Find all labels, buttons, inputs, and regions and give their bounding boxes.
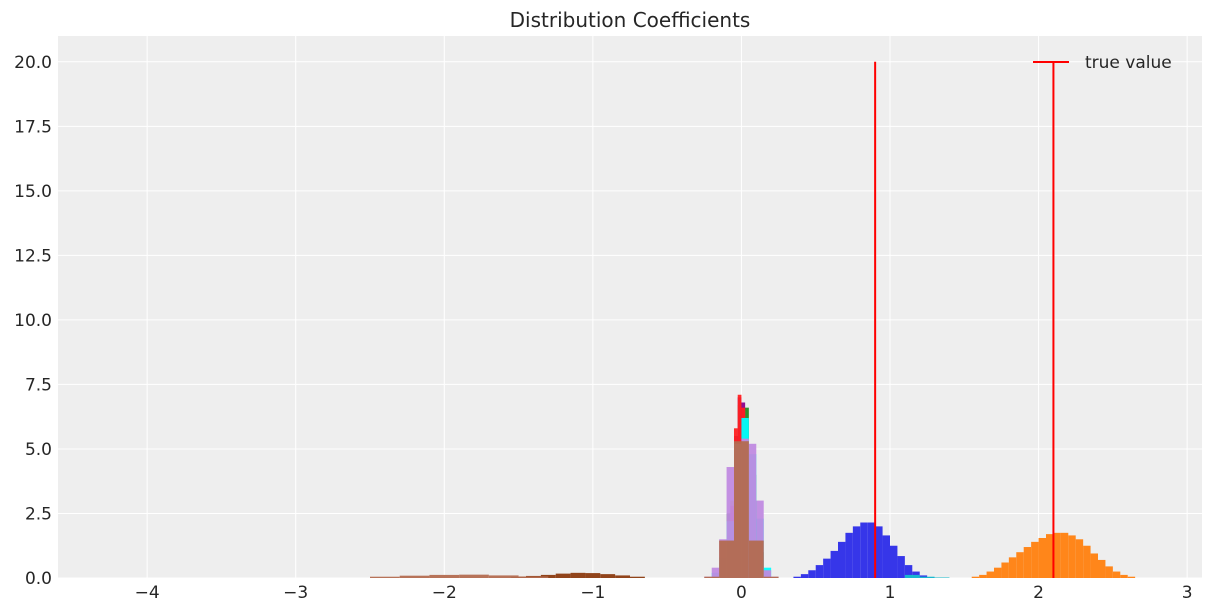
- legend: true value: [1033, 53, 1172, 73]
- histogram-bar: [904, 565, 913, 578]
- histogram-bar: [793, 576, 801, 578]
- histogram-bar: [971, 576, 980, 578]
- histogram-bar: [897, 556, 905, 578]
- x-tick-label: 2: [1033, 583, 1044, 603]
- histogram-series-1: [370, 574, 549, 578]
- histogram-bar: [852, 526, 861, 578]
- histogram-bar: [882, 535, 890, 578]
- histogram-bar: [585, 573, 601, 578]
- histogram-bar: [860, 522, 868, 578]
- histogram-series-3: [904, 574, 950, 578]
- histogram-bar: [630, 576, 645, 578]
- histogram-bar: [719, 540, 734, 578]
- histogram-bar: [1023, 547, 1032, 578]
- histogram-bar: [890, 545, 898, 578]
- histogram-bars: [370, 394, 1136, 578]
- plot-background: [58, 36, 1202, 578]
- histogram-bar: [370, 576, 400, 578]
- histogram-bar: [845, 532, 853, 578]
- histogram-bar: [748, 443, 757, 578]
- histogram-bar: [763, 570, 772, 578]
- histogram-bar: [994, 567, 1002, 578]
- histogram-series-4: [971, 532, 1136, 578]
- x-tick-label: −4: [135, 583, 160, 603]
- histogram-bar: [555, 573, 571, 578]
- histogram-bar: [808, 570, 816, 578]
- histogram-bar: [823, 558, 831, 578]
- y-tick-label: 17.5: [14, 117, 52, 137]
- histogram-bar: [711, 567, 720, 578]
- histogram-bar: [1075, 539, 1084, 578]
- x-axis-ticks: −4 −3 −2 −1 0 1 2 3: [135, 583, 1193, 603]
- histogram-bar: [763, 576, 779, 578]
- histogram-bar: [1046, 534, 1054, 578]
- histogram-bar: [726, 467, 734, 578]
- histogram-bar: [800, 574, 809, 578]
- histogram-bar: [459, 574, 489, 578]
- histogram-bar: [1001, 562, 1009, 578]
- histogram-bar: [1060, 532, 1069, 578]
- histogram-bar: [600, 574, 616, 578]
- histogram-bar: [1008, 557, 1017, 578]
- chart-title: Distribution Coefficients: [510, 8, 751, 32]
- histogram-bar: [979, 574, 987, 578]
- histogram-bar: [904, 574, 920, 578]
- histogram-bar: [399, 575, 430, 578]
- x-tick-label: 1: [885, 583, 896, 603]
- histogram-bar: [748, 540, 764, 578]
- x-tick-label: 0: [736, 583, 747, 603]
- histogram-bar: [1090, 553, 1098, 578]
- histogram-bar: [830, 550, 838, 578]
- y-tick-label: 7.5: [25, 375, 52, 395]
- histogram-bar: [734, 441, 749, 578]
- histogram-bar: [756, 500, 764, 578]
- histogram-bar: [704, 576, 720, 578]
- histogram-bar: [615, 575, 630, 578]
- histogram-bar: [815, 565, 824, 578]
- histogram-bar: [1098, 559, 1106, 578]
- histogram-bar: [570, 572, 586, 578]
- histogram-bar: [986, 571, 994, 578]
- y-tick-label: 2.5: [25, 504, 52, 524]
- histogram-bar: [1068, 535, 1076, 578]
- histogram-bar: [1105, 566, 1113, 578]
- histogram-bar: [867, 522, 876, 578]
- y-tick-label: 5.0: [25, 440, 52, 460]
- y-tick-label: 20.0: [14, 53, 52, 73]
- histogram-bar: [1053, 532, 1061, 578]
- histogram-bar: [1016, 552, 1024, 578]
- y-tick-label: 0.0: [25, 569, 52, 589]
- histogram-bar: [934, 577, 950, 578]
- grid: [58, 36, 1202, 579]
- y-axis-ticks: 0.0 2.5 5.0 7.5 10.0 12.5 15.0 17.5 20.0: [14, 53, 52, 589]
- x-tick-label: −3: [283, 583, 308, 603]
- histogram-bar: [488, 575, 519, 578]
- histogram-bar: [912, 571, 920, 578]
- histogram-bar: [1120, 574, 1128, 578]
- histogram-bar: [1038, 537, 1046, 578]
- histogram-bar: [1127, 576, 1136, 578]
- histogram-bar: [838, 541, 846, 578]
- histogram-series-11: [704, 441, 779, 578]
- y-tick-label: 15.0: [14, 182, 52, 202]
- histogram-bar: [919, 576, 935, 578]
- x-tick-label: 3: [1182, 583, 1193, 603]
- histogram-bar: [1083, 545, 1091, 578]
- x-tick-label: −2: [432, 583, 457, 603]
- histogram-bar: [429, 574, 460, 578]
- x-tick-label: −1: [580, 583, 605, 603]
- histogram-bar: [518, 576, 549, 578]
- histogram-bar: [1112, 571, 1121, 578]
- histogram-series-2: [793, 522, 935, 578]
- legend-entry-true-value: true value: [1085, 53, 1172, 73]
- y-tick-label: 10.0: [14, 311, 52, 331]
- true-value-lines: [874, 61, 1055, 578]
- histogram-bar: [1031, 541, 1039, 578]
- y-tick-label: 12.5: [14, 246, 52, 266]
- histogram-bar: [875, 526, 883, 578]
